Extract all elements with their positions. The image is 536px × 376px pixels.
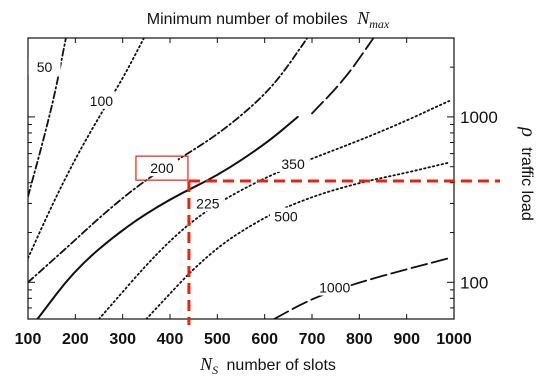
x-tick-label: 400 [157, 331, 184, 348]
contour-label: 50 [37, 59, 53, 75]
chart-title-subscript: max [369, 17, 390, 31]
contour-label: 350 [281, 156, 305, 172]
contour-label: 225 [196, 195, 220, 211]
x-axis-subscript: S [212, 363, 218, 376]
plot-frame [27, 37, 455, 320]
contour-label-bg [277, 154, 310, 172]
x-tick-label: 200 [62, 331, 89, 348]
chart-title-text: Minimum number of mobiles [147, 11, 348, 28]
contour-label: 100 [90, 93, 114, 109]
contour-label-bg [85, 91, 118, 109]
contour-label-bg [318, 278, 351, 296]
contour-label-bg [269, 207, 302, 225]
x-tick-label: 300 [109, 331, 136, 348]
series-line-225 [311, 38, 375, 115]
contour-label-bg [28, 58, 61, 76]
contour-label-bg [145, 159, 178, 177]
series-line-350 [98, 100, 451, 319]
series-line-100 [28, 38, 145, 259]
contour-label-bg [191, 194, 224, 212]
x-tick-label: 500 [204, 331, 231, 348]
x-axis-label: NS number of slots [199, 354, 336, 376]
x-axis-symbol: N [199, 354, 213, 374]
chart-title: Minimum number of mobiles Nmax [147, 8, 390, 31]
y-tick-label: 1000 [460, 108, 498, 127]
y-axis-label: ρ traffic load [517, 126, 536, 221]
x-tick-label: 600 [251, 331, 278, 348]
x-tick-label: 900 [393, 331, 420, 348]
chart-title-symbol: N [356, 8, 370, 28]
series-line-200 [36, 115, 299, 319]
y-tick-label: 100 [460, 273, 488, 292]
x-tick-label: 800 [346, 331, 373, 348]
contour-label: 200 [150, 160, 174, 176]
y-axis-text: traffic load [518, 147, 535, 221]
series-line-1000 [273, 257, 451, 319]
y-axis-symbol: ρ [517, 126, 536, 137]
x-axis-text: number of slots [227, 357, 336, 374]
series-line-500 [145, 161, 451, 319]
x-tick-label: 700 [299, 331, 326, 348]
series-line-50 [28, 38, 67, 198]
highlight-box [135, 155, 189, 181]
x-tick-label: 100 [15, 331, 42, 348]
x-tick-label: 1000 [436, 331, 472, 348]
svg-text:ρ traffic load: ρ traffic load [517, 126, 536, 221]
contour-label: 500 [274, 208, 298, 224]
contour-label: 1000 [319, 280, 350, 296]
